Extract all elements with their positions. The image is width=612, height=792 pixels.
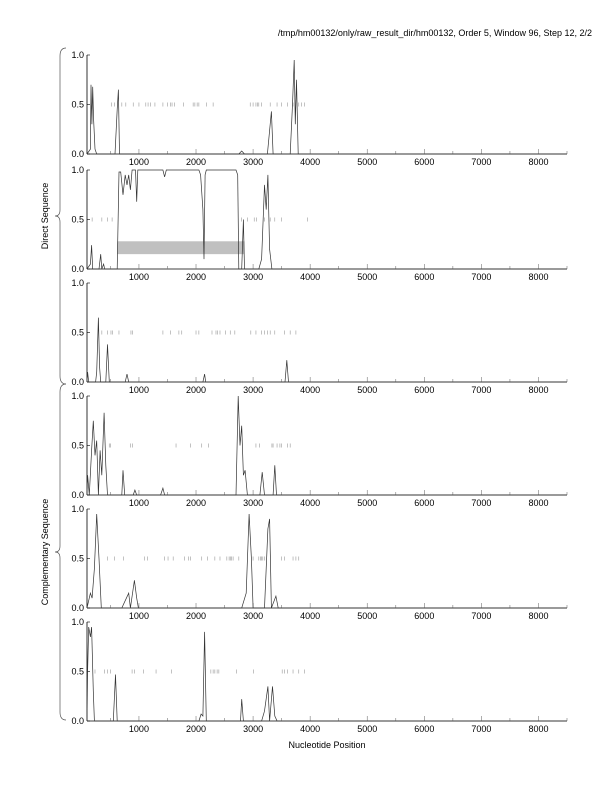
x-tick-label: 1000	[129, 385, 149, 395]
x-tick-label: 1000	[129, 272, 149, 282]
y-tick-label: 0.5	[71, 554, 84, 564]
x-tick-label: 1000	[129, 611, 149, 621]
group-brace	[54, 383, 67, 721]
x-tick-label: 2000	[186, 611, 206, 621]
y-tick-label: 0.5	[71, 100, 84, 110]
x-tick-label: 4000	[300, 385, 320, 395]
x-tick-label: 5000	[357, 272, 377, 282]
x-tick-label: 6000	[414, 498, 434, 508]
x-tick-label: 4000	[300, 157, 320, 167]
y-tick-label: 0.0	[71, 716, 84, 726]
y-tick-label: 1.0	[71, 391, 84, 401]
y-tick-label: 0.5	[71, 667, 84, 677]
x-tick-label: 3000	[243, 272, 263, 282]
x-tick-label: 7000	[471, 385, 491, 395]
group-brace	[54, 47, 67, 385]
x-tick-label: 8000	[528, 385, 548, 395]
probability-line	[86, 626, 567, 722]
x-tick-label: 7000	[471, 611, 491, 621]
probability-line	[86, 169, 567, 270]
probability-line	[86, 317, 567, 383]
x-tick-label: 8000	[528, 157, 548, 167]
y-tick-label: 1.0	[71, 278, 84, 288]
x-tick-label: 3000	[243, 157, 263, 167]
y-tick-label: 0.0	[71, 603, 84, 613]
x-tick-label: 2000	[186, 385, 206, 395]
y-tick-label: 1.0	[71, 504, 84, 514]
x-tick-label: 1000	[129, 724, 149, 734]
y-tick-label: 0.5	[71, 328, 84, 338]
x-tick-label: 7000	[471, 157, 491, 167]
x-tick-label: 1000	[129, 498, 149, 508]
x-tick-label: 7000	[471, 498, 491, 508]
x-tick-label: 2000	[186, 272, 206, 282]
y-tick-label: 0.5	[71, 441, 84, 451]
y-tick-label: 0.0	[71, 149, 84, 159]
x-tick-label: 6000	[414, 724, 434, 734]
probability-line	[86, 59, 567, 155]
x-tick-label: 5000	[357, 611, 377, 621]
probability-line	[86, 513, 567, 609]
x-tick-label: 6000	[414, 385, 434, 395]
x-tick-label: 4000	[300, 724, 320, 734]
probability-line	[86, 395, 567, 496]
x-tick-label: 3000	[243, 498, 263, 508]
coding-region-box	[117, 241, 245, 255]
x-tick-label: 7000	[471, 272, 491, 282]
y-tick-label: 0.0	[71, 377, 84, 387]
y-tick-label: 0.0	[71, 264, 84, 274]
x-tick-label: 5000	[357, 498, 377, 508]
x-tick-label: 4000	[300, 611, 320, 621]
group-label: Direct Sequence	[40, 183, 50, 250]
y-tick-label: 1.0	[71, 165, 84, 175]
x-axis-label: Nucleotide Position	[288, 740, 365, 750]
x-tick-label: 2000	[186, 724, 206, 734]
x-tick-label: 4000	[300, 498, 320, 508]
y-tick-label: 0.5	[71, 215, 84, 225]
x-tick-label: 3000	[243, 724, 263, 734]
x-tick-label: 3000	[243, 611, 263, 621]
x-tick-label: 8000	[528, 724, 548, 734]
x-tick-label: 6000	[414, 611, 434, 621]
x-tick-label: 6000	[414, 272, 434, 282]
x-tick-label: 5000	[357, 157, 377, 167]
x-tick-label: 5000	[357, 385, 377, 395]
x-tick-label: 8000	[528, 498, 548, 508]
x-tick-label: 1000	[129, 157, 149, 167]
y-tick-label: 0.0	[71, 490, 84, 500]
x-tick-label: 4000	[300, 272, 320, 282]
y-tick-label: 1.0	[71, 617, 84, 627]
x-tick-label: 7000	[471, 724, 491, 734]
group-label: Complementary Sequence	[40, 499, 50, 606]
x-tick-label: 8000	[528, 611, 548, 621]
x-tick-label: 2000	[186, 498, 206, 508]
x-tick-label: 2000	[186, 157, 206, 167]
chart-title: /tmp/hm00132/only/raw_result_dir/hm00132…	[277, 28, 592, 38]
y-tick-label: 1.0	[71, 50, 84, 60]
x-tick-label: 3000	[243, 385, 263, 395]
x-tick-label: 6000	[414, 157, 434, 167]
x-tick-label: 5000	[357, 724, 377, 734]
x-tick-label: 8000	[528, 272, 548, 282]
